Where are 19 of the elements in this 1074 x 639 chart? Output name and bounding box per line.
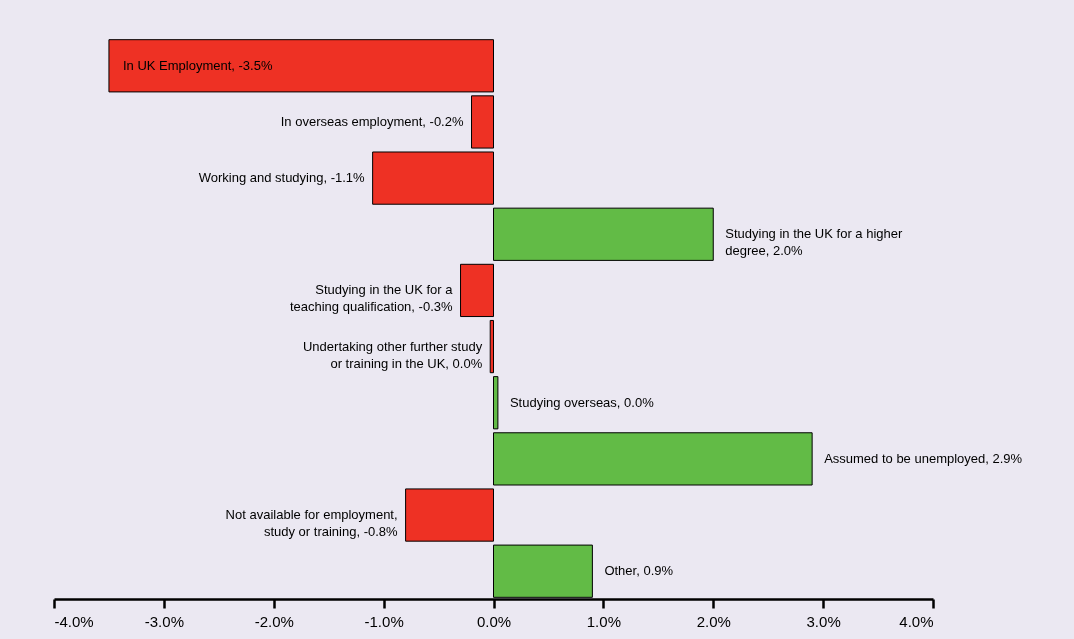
- x-tick-label: 4.0%: [899, 612, 934, 630]
- y-tick-label: Undertaking other further study or training in the UK, 0.0%: [302, 338, 483, 371]
- y-tick-label: Studying in the UK for a teaching qualification, -0.3%: [289, 282, 454, 315]
- y-tick-label: Assumed to be unemployed, 2.9%: [824, 450, 1023, 466]
- x-tick-label: -4.0%: [54, 612, 94, 630]
- y-tick-label: Not available for employment, study or training, -0.8%: [225, 507, 399, 540]
- x-tick-label: 0.0%: [476, 612, 512, 630]
- x-tick-label: 1.0%: [586, 612, 621, 630]
- y-tick-label: Other, 0.9%: [604, 563, 674, 579]
- x-tick-label: -1.0%: [364, 612, 404, 630]
- y-tick-label: Studying in the UK for a higher degree, 2.0%: [725, 226, 903, 259]
- x-tick-label: 2.0%: [696, 612, 731, 630]
- y-tick-label: Working and studying, -1.1%: [198, 170, 366, 186]
- y-tick-label: In overseas employment, -0.2%: [280, 113, 464, 129]
- y-tick-label: In UK Employment, -3.5%: [122, 57, 273, 73]
- x-tick-label: 3.0%: [806, 612, 841, 630]
- y-tick-label: Studying overseas, 0.0%: [509, 394, 655, 410]
- x-tick-label: -2.0%: [254, 612, 294, 630]
- x-tick-label: -3.0%: [144, 612, 184, 630]
